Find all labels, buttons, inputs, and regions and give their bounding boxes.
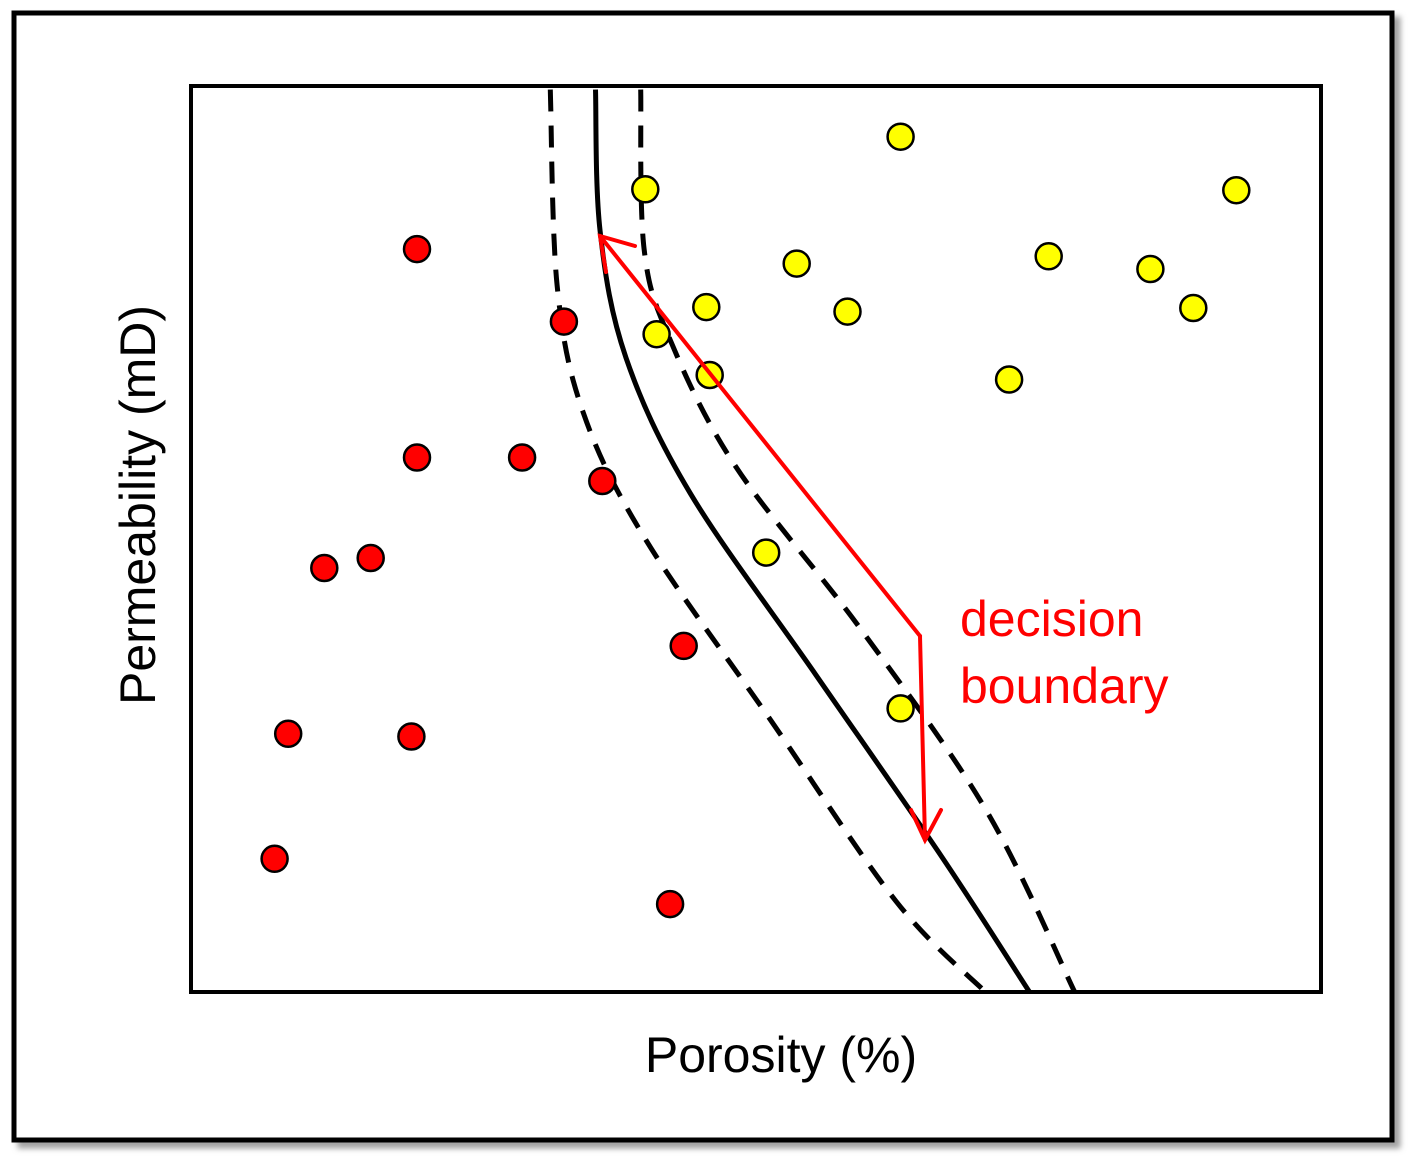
annotation-arrow-upper <box>598 234 922 638</box>
data-point-series-1-1 <box>402 234 432 264</box>
data-point-series-2-4 <box>782 249 811 278</box>
data-point-series-1-4 <box>507 443 537 472</box>
data-point-series-2-3 <box>1222 175 1251 205</box>
data-point-series-1-3 <box>402 443 432 472</box>
data-point-series-2-13 <box>751 538 781 567</box>
data-point-series-1-5 <box>588 466 617 496</box>
data-point-series-2-8 <box>833 297 862 326</box>
plot-area <box>189 84 1323 994</box>
data-point-series-2-5 <box>1034 242 1063 271</box>
margin-line-left <box>547 89 988 994</box>
points-layer <box>260 122 1251 919</box>
annotation-text-line-1: decision <box>960 591 1143 647</box>
annotation-arrow-lower-head <box>909 808 943 845</box>
data-point-series-1-6 <box>310 553 339 583</box>
data-point-series-1-8 <box>669 631 698 661</box>
data-point-series-2-1 <box>886 122 915 151</box>
y-axis-label: Permeability (mD) <box>110 305 166 705</box>
data-point-series-2-14 <box>886 694 915 723</box>
margin-line-right <box>638 89 1077 994</box>
data-point-series-1-10 <box>397 722 426 751</box>
data-point-series-2-7 <box>692 292 721 322</box>
data-point-series-2-12 <box>994 365 1024 394</box>
data-point-series-1-7 <box>356 543 385 573</box>
data-point-series-1-12 <box>655 889 685 919</box>
data-point-series-2-9 <box>1179 293 1208 323</box>
annotation-arrows <box>597 233 943 845</box>
data-point-series-2-6 <box>1136 254 1165 284</box>
annotation-arrow-upper-head <box>597 233 637 274</box>
x-axis-label: Porosity (%) <box>645 1027 917 1083</box>
data-point-series-2-10 <box>642 319 671 349</box>
data-point-series-2-2 <box>631 175 660 204</box>
data-point-series-1-11 <box>260 844 289 874</box>
data-point-series-1-2 <box>549 307 579 336</box>
annotation-arrow-lower <box>918 634 927 842</box>
annotation-text-line-2: boundary <box>960 658 1169 714</box>
data-point-series-1-9 <box>273 719 303 749</box>
